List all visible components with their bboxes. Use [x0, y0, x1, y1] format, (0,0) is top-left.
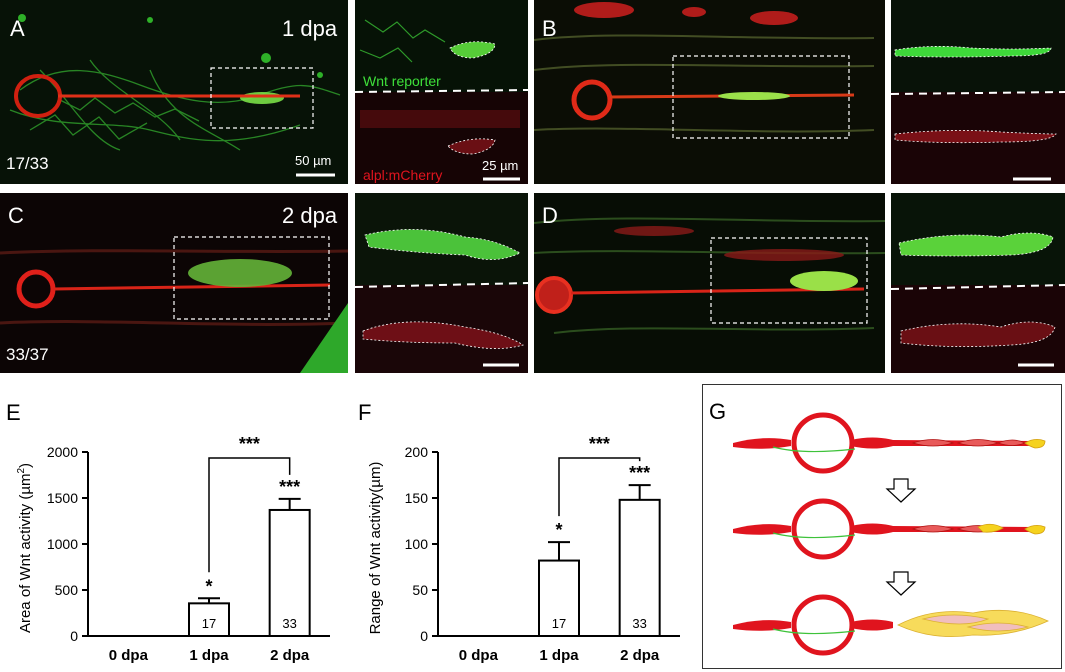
panel-d-micrograph: D	[534, 193, 885, 373]
panel-b-label: B	[542, 16, 557, 41]
chart-e-y-tick-label: 1500	[47, 490, 78, 506]
chart-e-y-tick-label: 2000	[47, 444, 78, 460]
chart-f-bracket-label: ***	[589, 434, 610, 454]
panel-c-image	[0, 193, 348, 373]
panel-b-inset	[891, 0, 1065, 184]
panel-c-label: C	[8, 203, 24, 228]
panel-a-label: A	[10, 16, 25, 41]
panel-a-inset: Wnt reporter alpl:mCherry 25 µm	[355, 0, 528, 184]
chart-e-y-tick-label: 1000	[47, 536, 78, 552]
chart-f-y-tick-label: 150	[405, 490, 429, 506]
chart-f-x-tick-label: 2 dpa	[620, 647, 660, 664]
wnt-reporter-label: Wnt reporter	[363, 73, 441, 89]
panel-a-image	[0, 0, 348, 184]
panel-e-label: E	[6, 400, 21, 425]
chart-f-bar	[538, 559, 580, 637]
chart-e-bracket	[208, 457, 291, 573]
panel-a-time: 1 dpa	[282, 16, 338, 41]
panel-d-inset	[891, 193, 1065, 373]
chart-f-bracket	[558, 457, 641, 517]
panel-g-label: G	[709, 399, 727, 424]
panel-c-count: 33/37	[6, 345, 49, 364]
panel-g-diagram	[703, 385, 1049, 668]
chart-e-x-tick-label: 2 dpa	[270, 647, 310, 664]
chart-f-n-label: 17	[552, 616, 566, 631]
chart-f-y-axis-label: Range of Wnt activity(µm)	[367, 462, 384, 635]
chart-e-significance-marker: ***	[279, 477, 300, 497]
chart-e-n-label: 33	[282, 616, 296, 631]
alpl-mcherry-label: alpl:mCherry	[363, 167, 443, 183]
chart-f-significance-marker: ***	[629, 463, 650, 483]
chart-f-x-tick-label: 0 dpa	[459, 647, 499, 664]
chart-f-y-tick-label: 200	[405, 444, 429, 460]
chart-e: 0 500 1000 1500 2000 Area of Wnt activity (µm…	[16, 434, 330, 664]
panel-d-label: D	[542, 203, 558, 228]
panel-g-schematic: G	[702, 384, 1062, 669]
chart-e-x-tick-label: 1 dpa	[189, 647, 229, 664]
panel-f-label: F	[358, 400, 372, 425]
panel-b-image	[534, 0, 885, 184]
chart-e-x-tick-label: 0 dpa	[109, 647, 149, 664]
chart-e-y-tick-label: 500	[55, 582, 79, 598]
chart-f: 0 50 100 150 200 Range of Wnt activity(µm) 0 d…	[367, 434, 680, 664]
panel-a-inset-scale: 25 µm	[482, 158, 519, 173]
panel-a-micrograph: A 1 dpa 17/33 50 µm	[0, 0, 348, 184]
chart-e-significance-marker: *	[205, 576, 212, 596]
chart-f-n-label: 33	[632, 616, 646, 631]
panel-c-inset	[355, 193, 528, 373]
panel-b-micrograph: B	[534, 0, 885, 184]
panel-a-count: 17/33	[6, 154, 49, 173]
panel-d-image	[534, 193, 885, 373]
chart-e-y-tick-label: 0	[70, 628, 78, 644]
chart-f-y-tick-label: 0	[420, 628, 428, 644]
chart-e-n-label: 17	[202, 616, 216, 631]
panel-b-inset-image	[891, 0, 1065, 184]
chart-f-y-tick-label: 50	[412, 582, 428, 598]
chart-f-x-tick-label: 1 dpa	[539, 647, 579, 664]
panel-a-inset-image	[355, 0, 528, 184]
chart-f-y-tick-label: 100	[405, 536, 429, 552]
chart-f-significance-marker: *	[555, 520, 562, 540]
panel-c-inset-image	[355, 193, 528, 373]
chart-e-bracket-label: ***	[239, 434, 260, 454]
chart-e-y-axis-label: Area of Wnt activity (µm2)	[16, 463, 34, 633]
panel-c-time: 2 dpa	[282, 203, 338, 228]
panel-a-scale: 50 µm	[295, 153, 332, 168]
panel-c-micrograph: C 2 dpa 33/37	[0, 193, 348, 373]
panel-d-inset-image	[891, 193, 1065, 373]
